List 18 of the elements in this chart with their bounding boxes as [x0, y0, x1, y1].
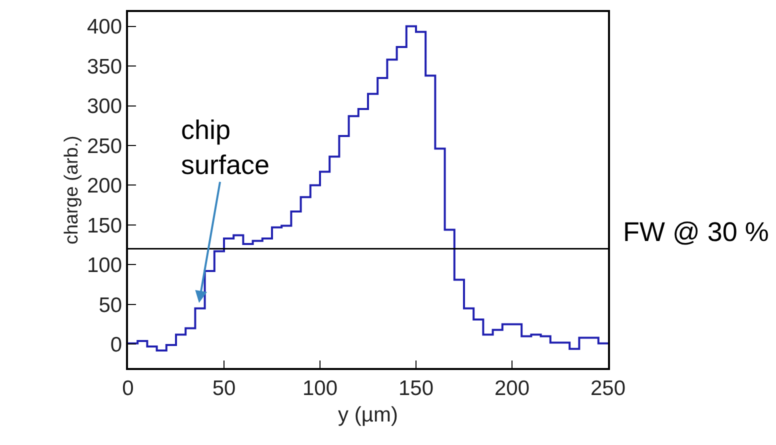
x-tick-label: 200 [494, 376, 530, 400]
x-axis-title: y (µm) [338, 404, 398, 427]
y-tick-label: 100 [87, 254, 122, 278]
y-tick-label: 250 [87, 134, 122, 158]
y-tick-label: 300 [87, 95, 122, 118]
y-tick-label: 150 [87, 214, 122, 238]
ref-line-label: FW @ 30 % [623, 217, 769, 247]
annotation: chip surface [181, 115, 270, 180]
y-tick-label: 350 [87, 55, 122, 78]
x-tick-label: 250 [590, 376, 626, 400]
y-tick-label: 0 [110, 334, 122, 357]
y-tick-label: 200 [87, 174, 122, 198]
x-tick-label: 50 [212, 376, 236, 400]
y-axis-title: charge (arb.) [61, 136, 82, 244]
y-tick-label: 50 [98, 294, 122, 317]
x-tick-label: 150 [398, 376, 434, 400]
x-tick-label: 100 [302, 376, 338, 400]
y-tick-label: 400 [87, 16, 122, 39]
